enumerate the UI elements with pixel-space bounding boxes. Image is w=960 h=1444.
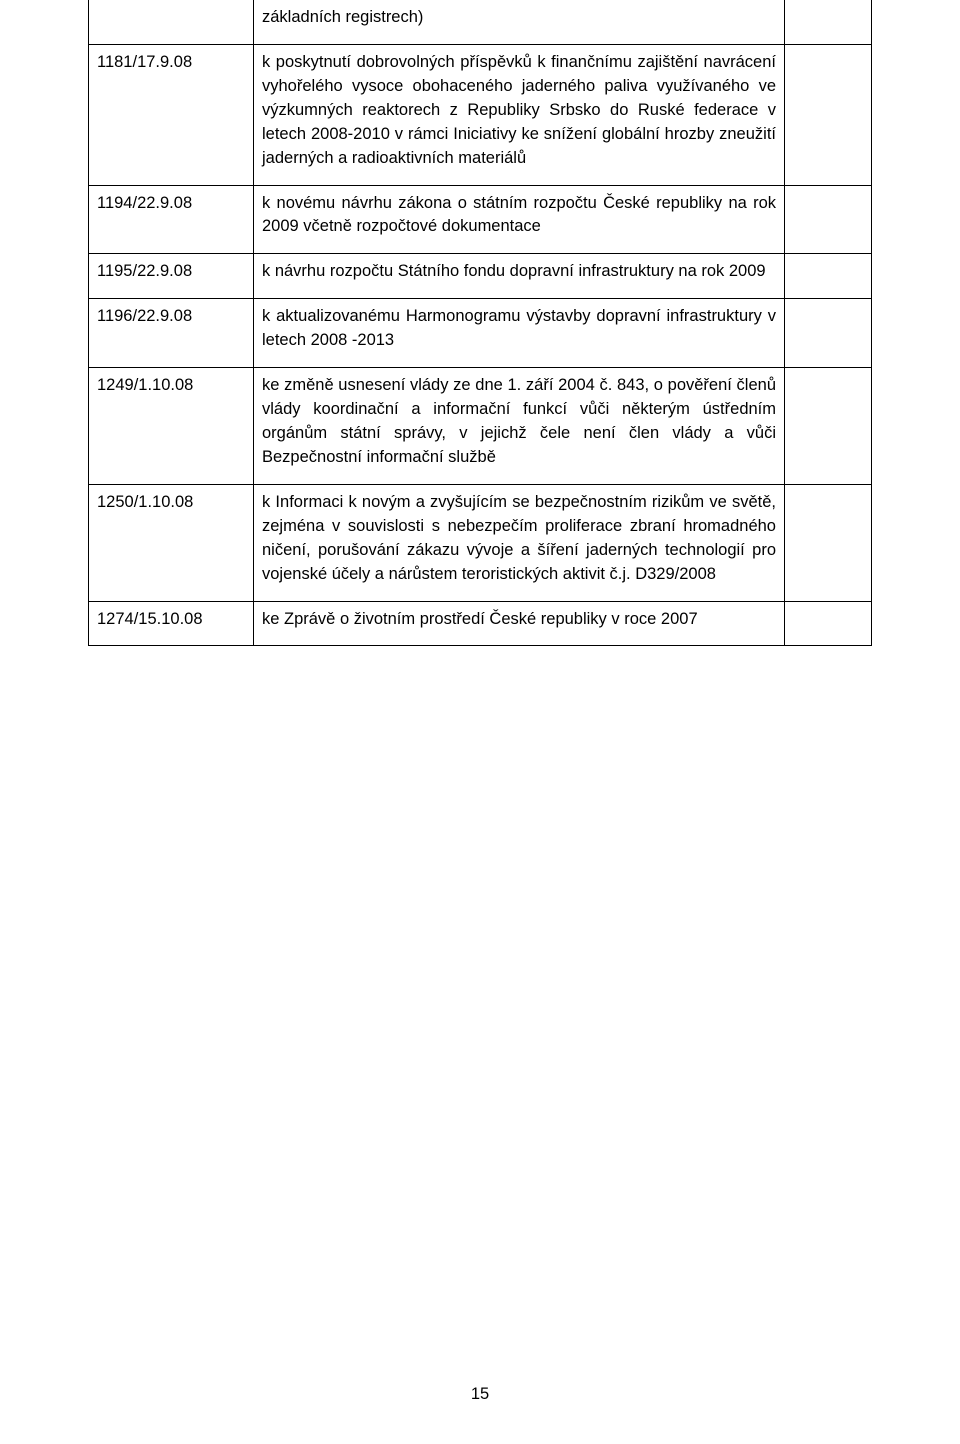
table-row: 1196/22.9.08 k aktualizovanému Harmonogr… [89,299,872,368]
cell-body: k poskytnutí dobrovolných příspěvků k fi… [254,44,785,185]
cell-code: 1249/1.10.08 [89,368,254,485]
table-row: 1181/17.9.08 k poskytnutí dobrovolných p… [89,44,872,185]
cell-code: 1195/22.9.08 [89,254,254,299]
resolutions-table: základních registrech) 1181/17.9.08 k po… [88,0,872,646]
cell-code: 1194/22.9.08 [89,185,254,254]
cell-note [785,254,872,299]
cell-body: ke změně usnesení vlády ze dne 1. září 2… [254,368,785,485]
cell-body: k návrhu rozpočtu Státního fondu dopravn… [254,254,785,299]
cell-note [785,44,872,185]
cell-note [785,601,872,646]
table-row: 1195/22.9.08 k návrhu rozpočtu Státního … [89,254,872,299]
cell-note [785,484,872,601]
cell-body: základních registrech) [254,0,785,44]
cell-note [785,0,872,44]
cell-code: 1196/22.9.08 [89,299,254,368]
cell-note [785,299,872,368]
cell-note [785,185,872,254]
cell-body: k aktualizovanému Harmonogramu výstavby … [254,299,785,368]
page: základních registrech) 1181/17.9.08 k po… [0,0,960,1444]
table-row: 1249/1.10.08 ke změně usnesení vlády ze … [89,368,872,485]
cell-code: 1250/1.10.08 [89,484,254,601]
cell-body: k Informaci k novým a zvyšujícím se bezp… [254,484,785,601]
table-row: 1274/15.10.08 ke Zprávě o životním prost… [89,601,872,646]
cell-note [785,368,872,485]
cell-code [89,0,254,44]
page-number: 15 [0,1385,960,1404]
table-row: základních registrech) [89,0,872,44]
table-row: 1194/22.9.08 k novému návrhu zákona o st… [89,185,872,254]
table-row: 1250/1.10.08 k Informaci k novým a zvyšu… [89,484,872,601]
cell-body: k novému návrhu zákona o státním rozpočt… [254,185,785,254]
cell-code: 1274/15.10.08 [89,601,254,646]
cell-body: ke Zprávě o životním prostředí České rep… [254,601,785,646]
cell-code: 1181/17.9.08 [89,44,254,185]
